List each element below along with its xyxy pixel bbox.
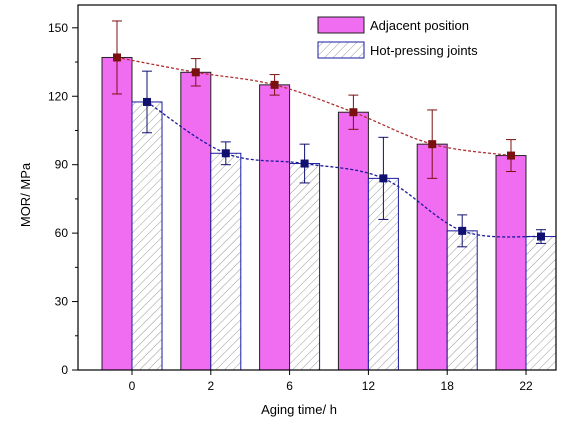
data-point-adjacent-18 <box>428 140 437 149</box>
data-point-adjacent-22 <box>507 151 515 160</box>
data-point-hot-pressing-18 <box>458 226 467 235</box>
data-point-hot-pressing-6 <box>300 159 309 168</box>
bar-adjacent-12 <box>337 111 369 371</box>
data-point-hot-pressing-22 <box>537 232 545 241</box>
bar-hot-pressing-22 <box>525 236 557 371</box>
bar-adjacent-2 <box>180 71 212 371</box>
x-axis-title: Aging time/ h <box>261 402 337 417</box>
y-tick-label: 150 <box>48 21 68 35</box>
bar-hot-pressing-0 <box>131 101 163 371</box>
data-point-hot-pressing-12 <box>379 174 388 183</box>
axes-layer: 0 30 60 90 120 150 0 2 6 12 18 22 <box>48 4 557 393</box>
markers-layer <box>113 53 545 241</box>
data-point-adjacent-6 <box>270 80 279 89</box>
bar-adjacent-18 <box>416 143 448 371</box>
data-point-hot-pressing-2 <box>221 149 230 158</box>
x-tick-label: 0 <box>129 379 136 393</box>
bar-hot-pressing-2 <box>210 152 242 371</box>
x-tick-label: 18 <box>441 379 455 393</box>
bar-adjacent-22 <box>495 155 527 371</box>
bar-hot-pressing-6 <box>289 163 321 371</box>
error-bars-layer <box>112 20 546 248</box>
legend-swatch-adjacent <box>317 16 365 34</box>
legend-label-hot-pressing: Hot-pressing joints <box>370 43 478 58</box>
trend-line-adjacent <box>116 56 512 157</box>
legend: Adjacent position Hot-pressing joints <box>317 16 478 59</box>
data-point-adjacent-2 <box>191 68 200 77</box>
y-tick-label: 120 <box>48 89 68 103</box>
x-tick-label: 2 <box>207 379 214 393</box>
y-tick-label: 0 <box>61 363 68 377</box>
x-tick-label: 12 <box>362 379 376 393</box>
bars-layer <box>101 56 557 371</box>
plot-frame <box>77 4 557 371</box>
y-tick-label: 90 <box>55 158 69 172</box>
data-point-hot-pressing-0 <box>143 97 151 106</box>
y-tick-label: 60 <box>55 226 69 240</box>
bar-adjacent-6 <box>259 84 291 371</box>
y-tick-label: 30 <box>55 295 69 309</box>
bar-adjacent-0 <box>101 56 133 371</box>
legend-swatch-hot-pressing <box>317 41 365 59</box>
y-axis-title: MOR/ MPa <box>18 162 33 227</box>
data-point-adjacent-0 <box>113 53 121 62</box>
data-point-adjacent-12 <box>349 108 358 117</box>
x-tick-label: 22 <box>519 379 533 393</box>
legend-label-adjacent: Adjacent position <box>370 18 469 33</box>
bar-hot-pressing-18 <box>446 230 478 371</box>
x-tick-label: 6 <box>286 379 293 393</box>
